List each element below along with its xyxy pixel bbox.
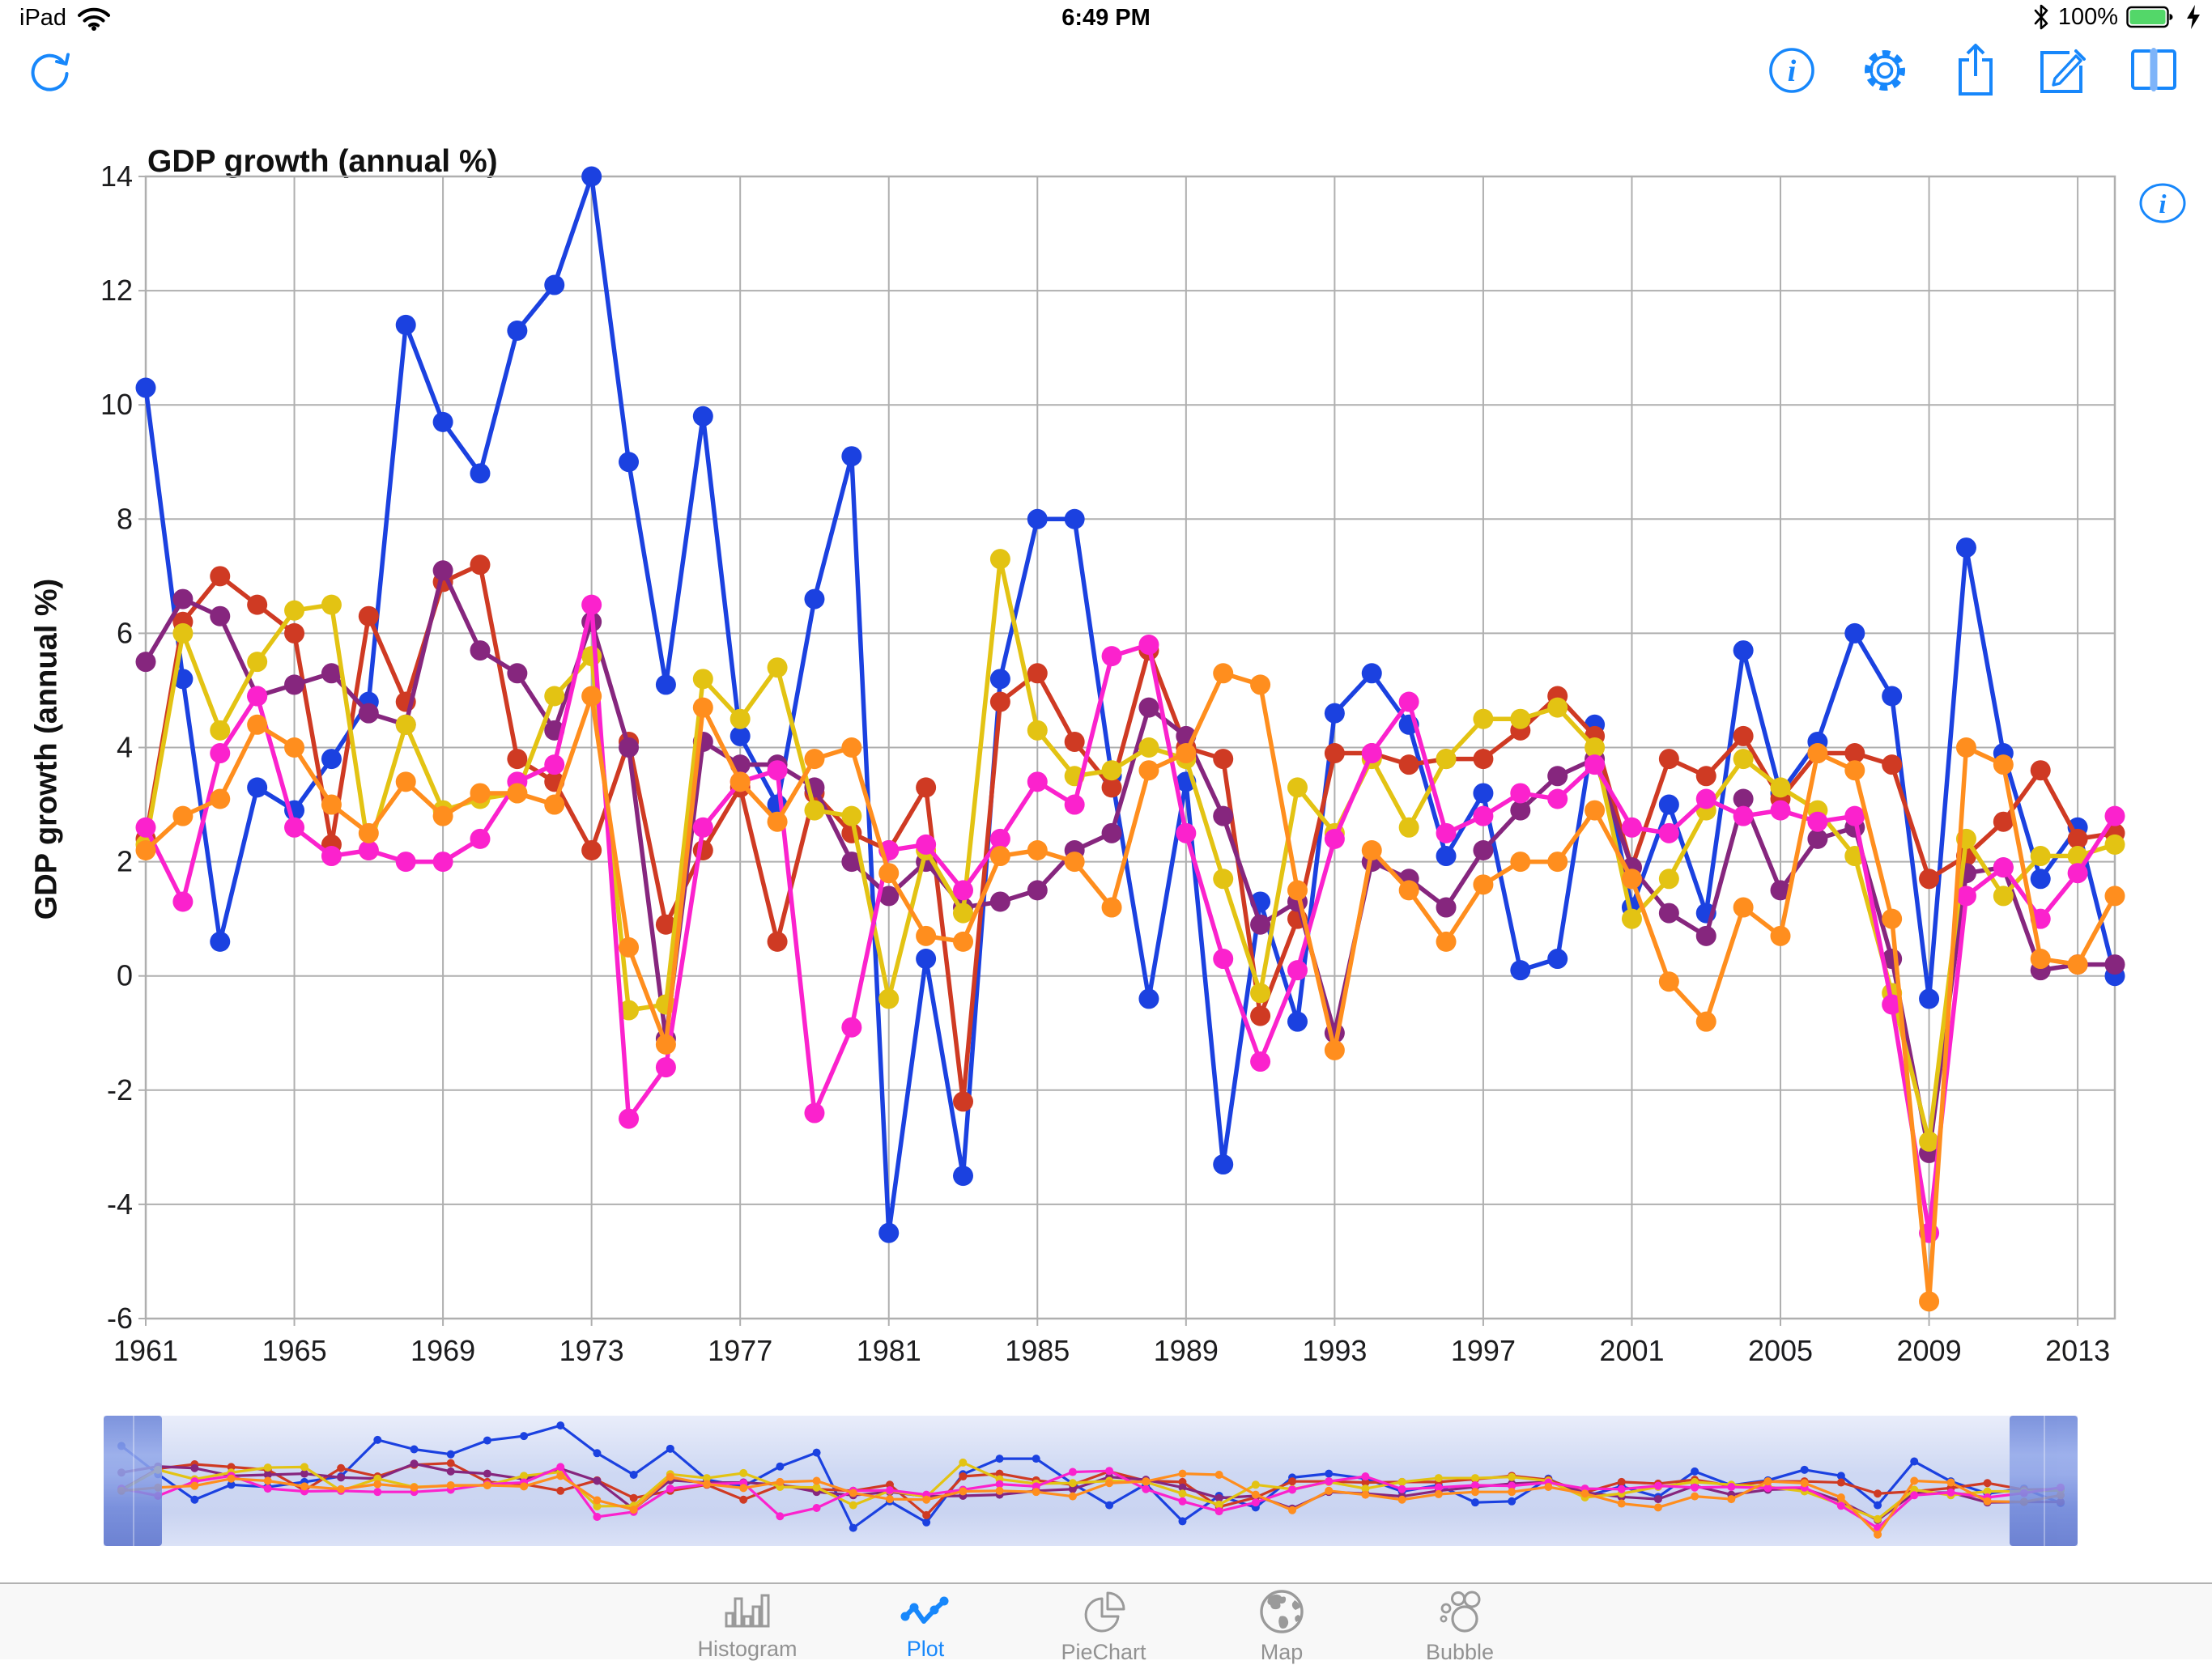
histogram-icon bbox=[725, 1594, 770, 1628]
svg-text:2001: 2001 bbox=[1599, 1334, 1664, 1367]
battery-percent: 100% bbox=[2057, 3, 2118, 30]
svg-text:1973: 1973 bbox=[559, 1334, 624, 1367]
svg-text:6: 6 bbox=[117, 616, 133, 649]
axis-ticks bbox=[138, 176, 2079, 1326]
svg-text:2: 2 bbox=[117, 845, 133, 878]
open-book-icon bbox=[2131, 48, 2176, 91]
svg-text:1977: 1977 bbox=[708, 1334, 772, 1367]
bluetooth-icon bbox=[2034, 4, 2048, 30]
chart-series-orange bbox=[135, 663, 2125, 1312]
tab-map[interactable]: Map bbox=[1201, 1589, 1363, 1665]
svg-text:14: 14 bbox=[100, 159, 133, 193]
plot-info-icon: i bbox=[2139, 183, 2186, 223]
tab-histogram[interactable]: Histogram bbox=[666, 1589, 828, 1662]
piechart-icon bbox=[1084, 1591, 1125, 1633]
compose-icon bbox=[2040, 49, 2086, 93]
svg-text:10: 10 bbox=[100, 388, 133, 421]
y-tick-labels: 14 12 10 8 6 4 2 0 -2 -4 -6 bbox=[100, 159, 133, 1335]
svg-text:0: 0 bbox=[117, 959, 133, 992]
range-handle-right[interactable] bbox=[2010, 1416, 2078, 1546]
gear-icon bbox=[1865, 50, 1905, 91]
svg-text:8: 8 bbox=[117, 502, 133, 535]
wifi-icon bbox=[78, 7, 111, 31]
x-tick-labels: 1961 1965 1969 1973 1977 1981 1985 1989 1993 1997… bbox=[113, 1334, 2110, 1367]
bubble-icon bbox=[1440, 1591, 1481, 1633]
svg-text:2013: 2013 bbox=[2045, 1334, 2110, 1367]
range-handle-left[interactable] bbox=[104, 1416, 162, 1546]
tab-bar: Histogram Plot PieChart Map bbox=[0, 1582, 2212, 1664]
status-bar: iPad 6:49 PM 100% bbox=[0, 0, 2212, 34]
share-icon bbox=[1959, 44, 1993, 96]
chart-title: GDP growth (annual %) bbox=[147, 144, 498, 179]
refresh-icon bbox=[31, 53, 70, 91]
reader-button[interactable] bbox=[2128, 46, 2180, 99]
info-button[interactable]: i bbox=[1766, 45, 1818, 100]
tab-piechart[interactable]: PieChart bbox=[1023, 1589, 1185, 1665]
svg-text:2009: 2009 bbox=[1897, 1334, 1962, 1367]
tab-plot[interactable]: Plot bbox=[844, 1589, 1006, 1662]
tab-bubble-label: Bubble bbox=[1425, 1640, 1495, 1664]
svg-text:-2: -2 bbox=[107, 1073, 133, 1106]
settings-button[interactable] bbox=[1859, 45, 1911, 100]
info-icon: i bbox=[1769, 48, 1814, 93]
tab-plot-label: Plot bbox=[906, 1637, 945, 1661]
tab-map-label: Map bbox=[1260, 1640, 1304, 1664]
charging-bolt-icon bbox=[2187, 5, 2200, 29]
svg-text:1993: 1993 bbox=[1302, 1334, 1367, 1367]
svg-text:1981: 1981 bbox=[857, 1334, 921, 1367]
map-globe-icon bbox=[1260, 1590, 1304, 1633]
svg-text:1985: 1985 bbox=[1005, 1334, 1070, 1367]
tab-piechart-label: PieChart bbox=[1061, 1640, 1146, 1664]
svg-text:4: 4 bbox=[117, 731, 133, 764]
tab-histogram-label: Histogram bbox=[697, 1637, 798, 1661]
svg-text:-4: -4 bbox=[107, 1187, 133, 1221]
chart-series-magenta bbox=[135, 594, 2125, 1243]
plot-info-button[interactable]: i bbox=[2138, 182, 2187, 228]
share-button[interactable] bbox=[1950, 42, 2001, 101]
battery-icon bbox=[2126, 6, 2173, 28]
svg-text:i: i bbox=[1788, 54, 1797, 88]
svg-text:2005: 2005 bbox=[1748, 1334, 1813, 1367]
tab-bubble[interactable]: Bubble bbox=[1379, 1589, 1541, 1665]
device-label: iPad bbox=[19, 5, 67, 31]
svg-text:1969: 1969 bbox=[410, 1334, 475, 1367]
svg-text:1997: 1997 bbox=[1451, 1334, 1516, 1367]
svg-text:12: 12 bbox=[100, 274, 133, 307]
refresh-button[interactable] bbox=[24, 45, 76, 101]
compose-button[interactable] bbox=[2034, 45, 2089, 100]
svg-text:1965: 1965 bbox=[262, 1334, 327, 1367]
range-selector-minimap[interactable] bbox=[0, 0, 2212, 1578]
minimap-series-orange bbox=[117, 1469, 2065, 1539]
clock: 6:49 PM bbox=[1061, 5, 1151, 31]
svg-text:1961: 1961 bbox=[113, 1334, 178, 1367]
svg-text:i: i bbox=[2159, 190, 2167, 219]
svg-text:1989: 1989 bbox=[1154, 1334, 1219, 1367]
svg-text:-6: -6 bbox=[107, 1302, 133, 1335]
plot-tab-icon bbox=[900, 1596, 949, 1624]
